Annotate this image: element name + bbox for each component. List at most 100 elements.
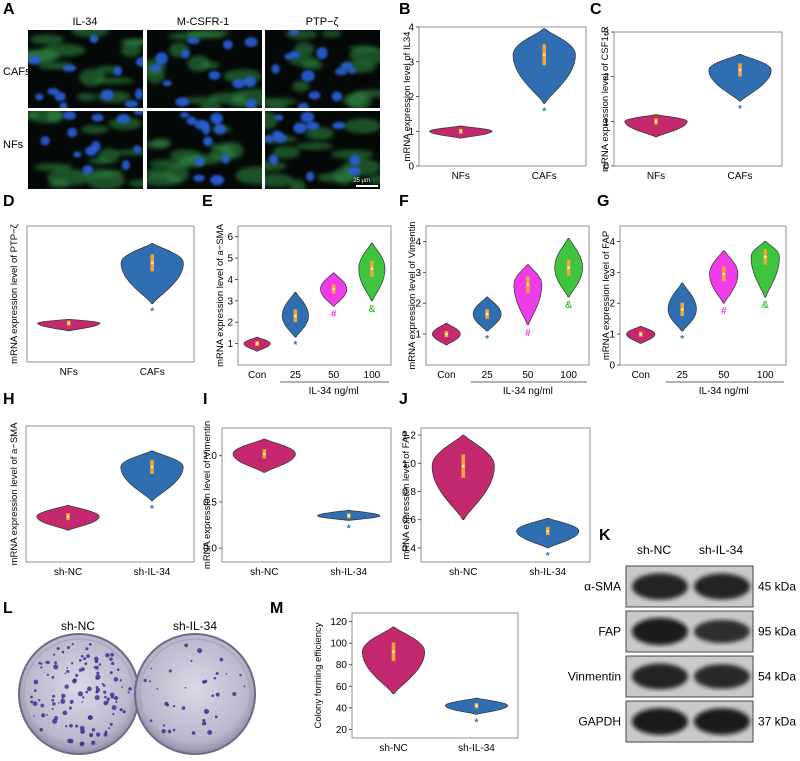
cytoplasm xyxy=(265,103,288,108)
colony xyxy=(60,698,66,704)
colony xyxy=(203,679,208,684)
plot-frame xyxy=(619,225,787,366)
colony xyxy=(113,695,119,701)
nucleus xyxy=(175,97,190,107)
violin-median xyxy=(255,342,259,346)
colony xyxy=(93,656,99,662)
significance-mark: * xyxy=(546,551,550,562)
colony xyxy=(95,732,101,737)
nucleus xyxy=(116,114,131,124)
nucleus xyxy=(306,121,320,131)
significance-mark: # xyxy=(525,328,531,339)
colony xyxy=(119,679,122,682)
colony xyxy=(203,708,210,714)
colony xyxy=(46,713,48,716)
violin-median xyxy=(542,53,546,57)
colony xyxy=(64,672,67,675)
cytoplasm xyxy=(48,179,69,189)
x-tick-label: sh-NC xyxy=(379,743,407,754)
colony xyxy=(46,660,50,665)
panel-letter-f: F xyxy=(399,193,409,210)
nucleus xyxy=(208,70,221,80)
violin-median xyxy=(67,321,71,325)
colony xyxy=(103,732,108,737)
violin-nfs xyxy=(624,114,688,138)
cytoplasm xyxy=(265,173,294,188)
micrograph-tile xyxy=(147,111,262,189)
colony xyxy=(110,695,114,699)
cytoplasm xyxy=(79,68,105,87)
y-tick-label: 2 xyxy=(415,299,421,310)
nucleus xyxy=(288,50,301,59)
cytoplasm xyxy=(71,30,109,38)
nucleus xyxy=(341,62,353,69)
cytoplasm xyxy=(265,97,298,106)
blot-band xyxy=(632,573,688,600)
nucleus xyxy=(288,30,300,36)
blot-row-sma: α-SMA 45 kDa xyxy=(584,565,796,608)
nucleus xyxy=(298,102,309,108)
colony xyxy=(106,697,110,701)
blot-kda-label: 95 kDa xyxy=(758,625,796,639)
colony xyxy=(168,669,172,673)
x-tick-label: Con xyxy=(437,370,455,381)
nucleus xyxy=(293,122,307,134)
violin-median xyxy=(461,464,465,468)
cytoplasm xyxy=(316,172,359,183)
micrograph-tile xyxy=(147,30,262,108)
colony xyxy=(181,706,186,710)
blot-protein-label: GAPDH xyxy=(578,715,621,729)
colony xyxy=(87,715,92,720)
panel-letter-g: G xyxy=(597,193,609,210)
colony xyxy=(149,680,152,683)
plot-frame xyxy=(25,425,195,563)
tile-content xyxy=(265,30,380,108)
cytoplasm xyxy=(368,175,380,185)
nucleus xyxy=(59,102,68,108)
colony xyxy=(115,700,118,704)
nucleus xyxy=(47,87,59,96)
x-tick-label: 100 xyxy=(757,370,774,381)
cytoplasm xyxy=(187,55,210,72)
cytoplasm xyxy=(272,146,300,159)
y-tick-label: 1.2 xyxy=(402,431,416,442)
violin-median xyxy=(66,515,70,519)
y-tick-label: 1 xyxy=(415,330,421,341)
nucleus xyxy=(67,127,78,138)
y-tick-label: 0.4 xyxy=(402,543,416,554)
cytoplasm xyxy=(349,45,378,52)
x-tick-label: CAFs xyxy=(532,171,557,182)
colony xyxy=(79,725,85,731)
cytoplasm xyxy=(295,142,334,150)
nuclei-layer xyxy=(180,111,230,186)
colony xyxy=(40,662,43,665)
x-tick-label: CAFs xyxy=(728,171,753,182)
y-tick-label: 1 xyxy=(609,330,615,341)
colony xyxy=(52,702,56,706)
blot-col-sh-il34: sh-IL-34 xyxy=(699,543,743,557)
nucleus xyxy=(271,64,280,74)
colony xyxy=(54,661,58,665)
micrograph-tile xyxy=(28,111,143,189)
y-tick-label: 100 xyxy=(330,639,347,650)
colony xyxy=(71,642,74,646)
colony xyxy=(84,662,88,666)
nucleus xyxy=(331,91,343,102)
tile-content xyxy=(147,111,262,186)
nucleus xyxy=(210,112,223,125)
cytoplasm xyxy=(265,160,287,172)
colony xyxy=(109,671,113,675)
colony xyxy=(39,728,43,732)
colony xyxy=(46,673,50,676)
x-tick-label: 100 xyxy=(560,370,577,381)
y-axis-label: mRNA expression level of FAP xyxy=(401,430,412,559)
nucleus xyxy=(300,111,315,123)
nucleus xyxy=(246,99,257,108)
significance-mark: # xyxy=(721,306,727,317)
cytoplasm xyxy=(289,179,306,189)
colony xyxy=(33,689,37,692)
colony xyxy=(79,741,85,747)
